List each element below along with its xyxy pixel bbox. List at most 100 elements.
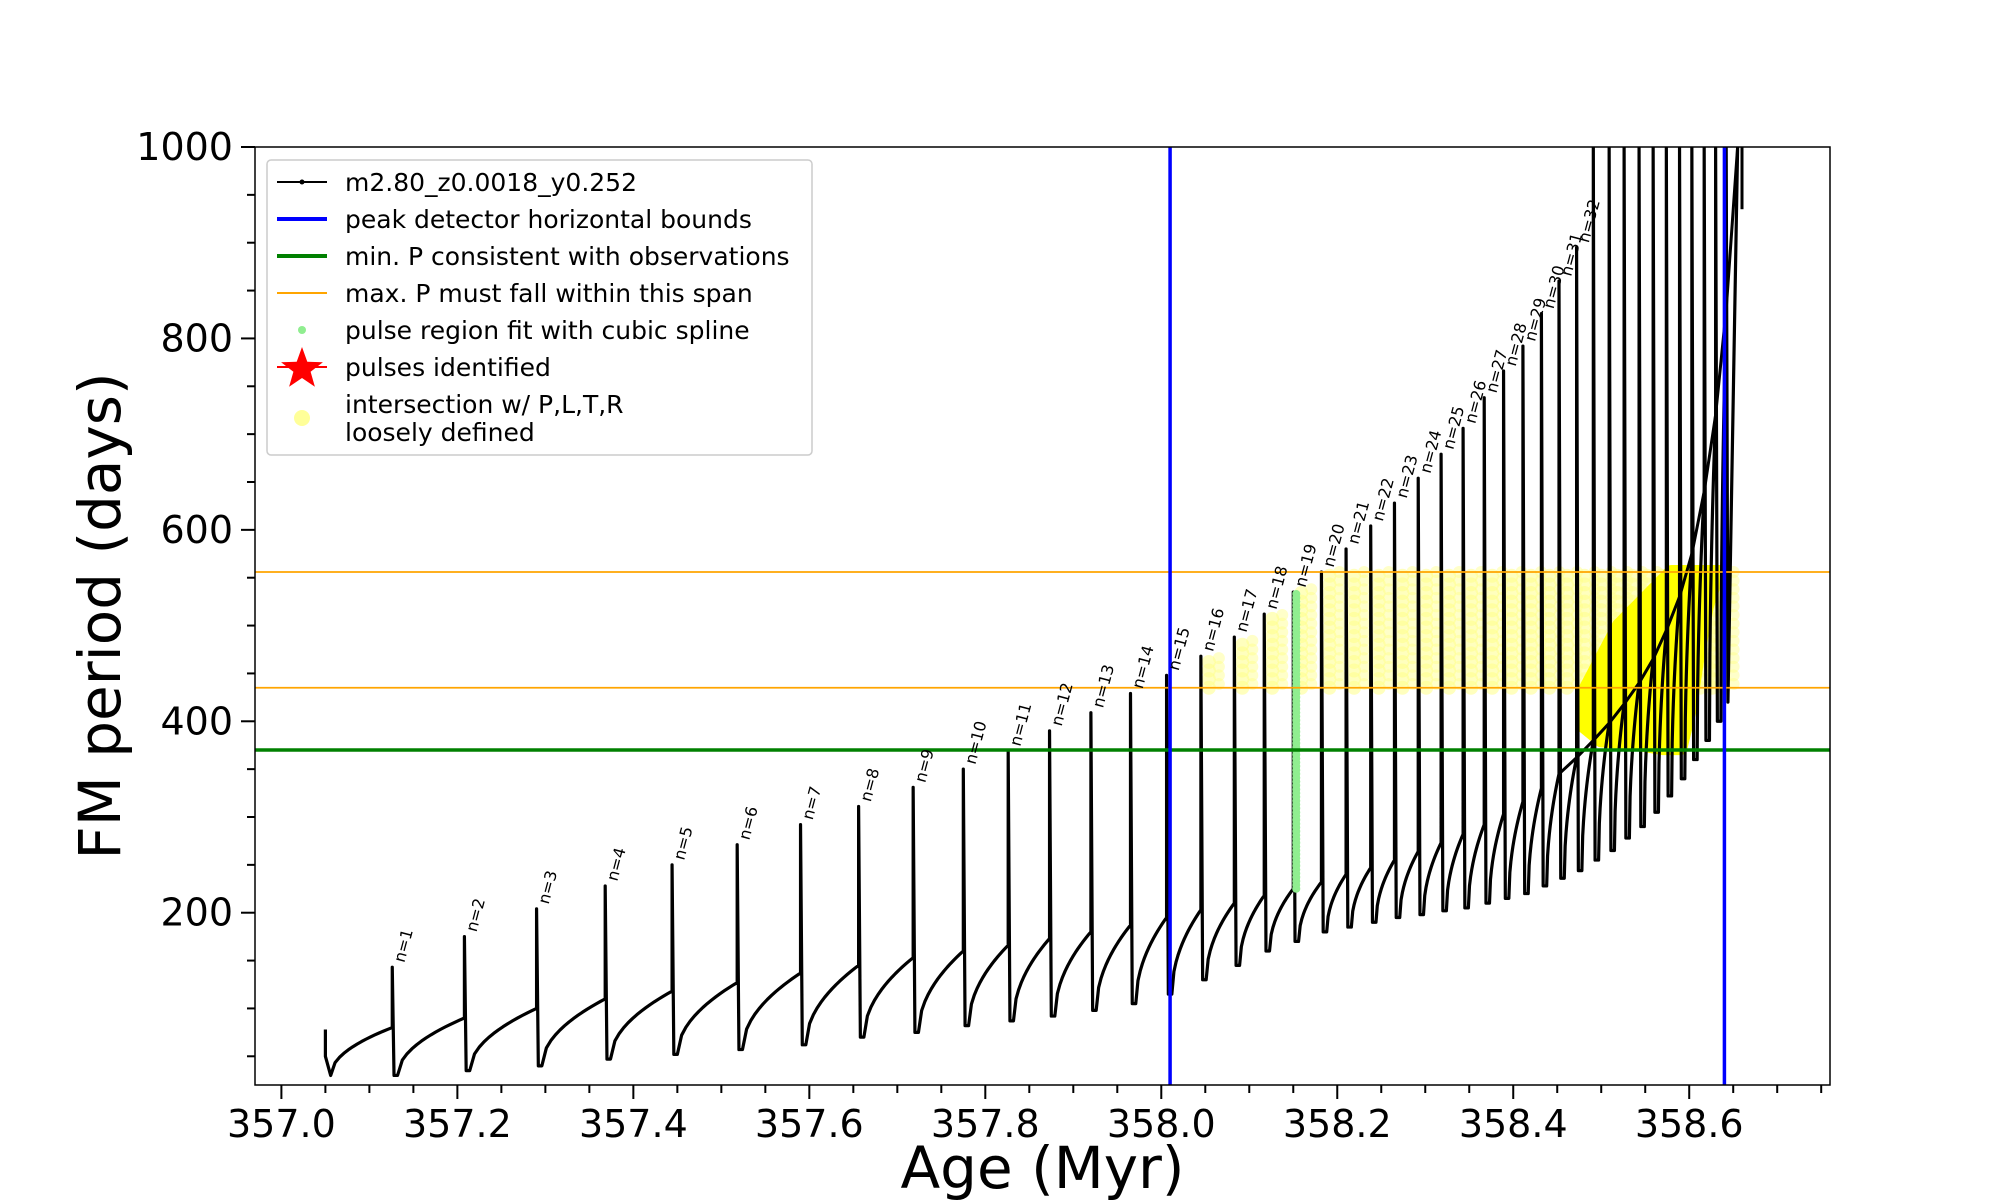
yellow-point — [1333, 634, 1346, 647]
legend-label-line2: loosely defined — [345, 418, 535, 447]
yellow-point — [1382, 669, 1395, 682]
yellow-point — [1333, 609, 1346, 622]
yellow-point — [1333, 591, 1346, 604]
yellow-point — [1406, 660, 1419, 673]
yellow-point — [1430, 591, 1443, 604]
yellow-point — [1305, 660, 1318, 673]
yellow-point — [1305, 600, 1318, 613]
yellow-point — [1406, 669, 1419, 682]
pulse-label: n=10 — [961, 719, 991, 766]
yellow-point — [1406, 574, 1419, 587]
yellow-point — [1305, 617, 1318, 630]
yellow-point — [1727, 643, 1740, 656]
yellow-point — [1430, 669, 1443, 682]
pulse-label: n=6 — [735, 804, 762, 842]
yellow-point — [1305, 591, 1318, 604]
yellow-point — [1382, 643, 1395, 656]
x-tick-label: 357.6 — [755, 1102, 864, 1146]
x-tick-label: 358.4 — [1459, 1102, 1568, 1146]
legend-label: peak detector horizontal bounds — [345, 205, 752, 234]
yellow-point — [1276, 660, 1289, 673]
yellow-point — [1358, 643, 1371, 656]
yellow-point — [1276, 626, 1289, 639]
yellow-point — [1235, 637, 1250, 652]
pulse-label: n=5 — [670, 824, 697, 862]
y-tick-label: 200 — [160, 891, 233, 935]
yellow-point — [1333, 600, 1346, 613]
yellow-point — [1333, 652, 1346, 665]
yellow-point — [1276, 634, 1289, 647]
y-tick-label: 600 — [160, 508, 233, 552]
reference-lines-layer — [255, 147, 1830, 1085]
yellow-point — [1305, 669, 1318, 682]
yellow-point — [1246, 652, 1259, 665]
x-tick-label: 357.4 — [579, 1102, 688, 1146]
yellow-point — [1382, 634, 1395, 647]
pulse-label: n=11 — [1006, 701, 1036, 748]
yellow-point — [1727, 660, 1740, 673]
yellow-point — [1358, 591, 1371, 604]
x-tick-label: 358.2 — [1283, 1102, 1392, 1146]
pulse-label: n=7 — [798, 784, 825, 822]
model-track-envelope — [1557, 147, 1740, 776]
yellow-point — [1430, 617, 1443, 630]
yellow-point — [1382, 609, 1395, 622]
yellow-point — [1406, 652, 1419, 665]
legend-label: pulses identified — [345, 353, 551, 382]
yellow-point — [1406, 617, 1419, 630]
yellow-point — [1382, 591, 1395, 604]
yellow-point — [1246, 660, 1259, 673]
legend-box — [266, 159, 813, 456]
x-tick-label: 357.2 — [403, 1102, 512, 1146]
legend-label: min. P consistent with observations — [345, 242, 790, 271]
legend-handle-dot — [298, 326, 306, 334]
pulse-label: n=4 — [603, 845, 630, 883]
pulse-label: n=19 — [1291, 542, 1321, 589]
legend-label: pulse region fit with cubic spline — [345, 316, 750, 345]
x-tick-label: 358.0 — [1107, 1102, 1216, 1146]
yellow-point — [1276, 652, 1289, 665]
yellow-point — [1276, 609, 1289, 622]
x-axis-label: Age (Myr) — [900, 1134, 1184, 1200]
yellow-point — [1430, 600, 1443, 613]
pulse-label: n=8 — [856, 766, 883, 804]
spline-point — [1292, 589, 1301, 598]
yellow-point — [1246, 669, 1259, 682]
yellow-point — [1382, 574, 1395, 587]
yellow-point — [1246, 643, 1259, 656]
legend-label: intersection w/ P,L,T,R — [345, 390, 624, 419]
yellow-point — [1430, 643, 1443, 656]
yellow-point — [1358, 660, 1371, 673]
yellow-point — [1212, 669, 1225, 682]
yellow-point — [1358, 574, 1371, 587]
x-tick-label: 358.6 — [1635, 1102, 1744, 1146]
pulse-label: n=17 — [1232, 587, 1262, 634]
yellow-point — [1430, 626, 1443, 639]
yellow-point — [1430, 609, 1443, 622]
y-tick-label: 1000 — [136, 125, 233, 169]
yellow-point — [1333, 669, 1346, 682]
yellow-point — [1358, 617, 1371, 630]
yellow-point — [1430, 574, 1443, 587]
y-axis-label: FM period (days) — [66, 372, 134, 859]
yellow-point — [1358, 652, 1371, 665]
yellow-point — [1382, 583, 1395, 596]
yellow-point — [1406, 600, 1419, 613]
yellow-point — [1333, 617, 1346, 630]
pulse-label: n=9 — [911, 747, 938, 785]
pulse-label: n=14 — [1128, 643, 1158, 690]
pulse-label: n=2 — [462, 896, 489, 934]
legend-label: m2.80_z0.0018_y0.252 — [345, 168, 637, 197]
yellow-point — [1727, 669, 1740, 682]
yellow-point — [1212, 660, 1225, 673]
yellow-point — [1305, 652, 1318, 665]
yellow-point — [1430, 634, 1443, 647]
pulse-label: n=21 — [1344, 499, 1374, 546]
yellow-point — [1265, 611, 1280, 626]
yellow-point — [1358, 669, 1371, 682]
yellow-point — [1201, 654, 1216, 669]
yellow-point — [1212, 652, 1225, 665]
